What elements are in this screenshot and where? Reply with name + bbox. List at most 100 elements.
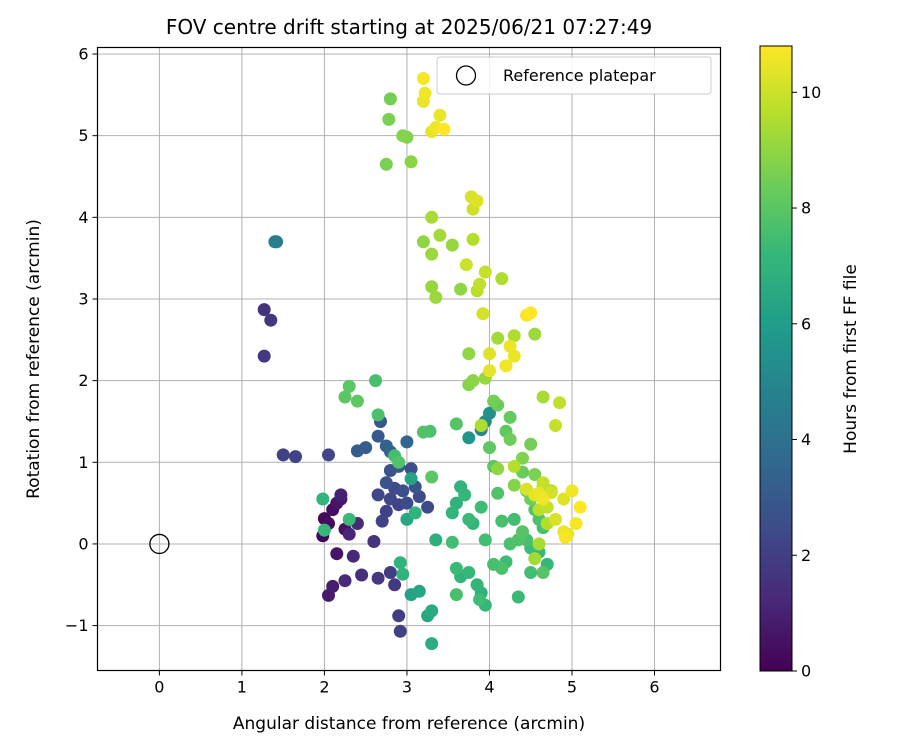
data-point: [483, 441, 496, 455]
data-point: [476, 307, 490, 321]
data-point: [375, 514, 389, 528]
data-point: [346, 549, 360, 563]
data-point: [393, 556, 407, 570]
data-point: [549, 512, 562, 526]
data-point: [338, 574, 352, 588]
data-point: [507, 478, 521, 492]
data-point: [507, 512, 521, 526]
colorbar-tick-label: 4: [801, 430, 811, 449]
data-point: [264, 313, 278, 327]
x-tick-label: 0: [154, 678, 164, 697]
data-point: [462, 431, 476, 445]
data-point: [449, 496, 463, 510]
data-point: [412, 584, 426, 598]
data-point: [379, 157, 393, 171]
y-tick-label: 5: [78, 126, 88, 145]
data-point: [499, 359, 513, 373]
data-point: [276, 448, 290, 462]
data-point: [425, 637, 439, 651]
reference-platepar-point: [149, 533, 170, 555]
x-tick-label: 6: [649, 678, 659, 697]
data-point: [371, 408, 385, 422]
data-point: [330, 547, 344, 561]
data-point: [470, 578, 484, 592]
data-point: [449, 588, 463, 602]
data-point: [383, 566, 397, 579]
data-point: [437, 122, 451, 136]
data-point: [474, 500, 488, 514]
y-tick-label: 6: [78, 45, 88, 64]
x-tick-label: 4: [484, 678, 494, 697]
data-point: [474, 419, 488, 432]
x-tick-label: 5: [567, 678, 577, 697]
data-point: [557, 492, 571, 506]
data-point: [392, 609, 406, 623]
colorbar: 0 2 4 6 8 10 Hours from first FF file: [759, 45, 861, 681]
data-point: [558, 530, 572, 544]
data-point: [388, 578, 402, 592]
data-point: [418, 86, 432, 100]
plot-area: [97, 47, 721, 671]
data-point: [412, 490, 426, 504]
data-point: [478, 533, 492, 547]
data-point: [459, 258, 473, 272]
y-axis: −1 0 1 2 3 4 5 6: [65, 45, 98, 635]
colorbar-tick-label: 10: [801, 83, 821, 102]
data-point: [503, 339, 517, 353]
data-point: [326, 579, 340, 593]
colorbar-ticks: 0 2 4 6 8 10: [792, 83, 821, 681]
data-point: [549, 419, 562, 432]
data-point: [473, 277, 487, 291]
colorbar-tick-label: 2: [801, 546, 811, 565]
x-tick-label: 3: [402, 678, 412, 697]
data-point: [524, 306, 538, 320]
data-point: [425, 247, 439, 261]
x-axis: 0 1 2 3 4 5 6: [154, 670, 660, 697]
data-point: [532, 537, 546, 551]
data-point: [473, 593, 487, 606]
plot-frame: [96, 46, 722, 672]
colorbar-tick-label: 8: [801, 199, 811, 218]
data-point: [524, 437, 538, 451]
colorbar-tick-label: 6: [801, 314, 811, 333]
data-point: [257, 303, 271, 317]
data-point: [569, 517, 583, 530]
data-point: [491, 462, 505, 476]
colorbar-gradient: [759, 45, 793, 672]
x-tick-label: 1: [237, 678, 247, 697]
y-tick-label: 4: [78, 208, 88, 227]
data-point: [289, 450, 302, 464]
data-point: [445, 535, 459, 549]
data-point: [483, 406, 496, 420]
data-point: [491, 486, 505, 500]
data-point: [553, 396, 567, 410]
data-point: [507, 459, 521, 473]
data-point: [483, 347, 496, 361]
y-tick-label: 3: [78, 289, 88, 308]
x-axis-label: Angular distance from reference (arcmin): [233, 714, 585, 734]
data-point: [528, 327, 542, 341]
data-point: [400, 496, 414, 510]
data-point: [466, 374, 480, 388]
data-point: [342, 527, 356, 541]
data-point: [396, 567, 410, 581]
legend-box: [436, 56, 712, 95]
data-point: [425, 470, 439, 484]
data-point: [524, 566, 538, 579]
data-point: [379, 504, 393, 518]
colorbar-label: Hours from first FF file: [841, 264, 861, 454]
data-point: [369, 374, 383, 388]
colorbar-tick-label: 0: [801, 662, 811, 681]
data-point: [421, 500, 435, 514]
data-point: [396, 484, 410, 498]
data-point: [425, 604, 439, 618]
data-point: [371, 488, 385, 502]
data-point: [458, 488, 472, 502]
data-point: [516, 451, 529, 465]
data-point: [503, 410, 517, 424]
data-point: [396, 129, 410, 143]
data-point: [516, 525, 529, 539]
data-point: [342, 512, 356, 526]
data-point: [257, 349, 271, 363]
data-point: [449, 417, 463, 431]
